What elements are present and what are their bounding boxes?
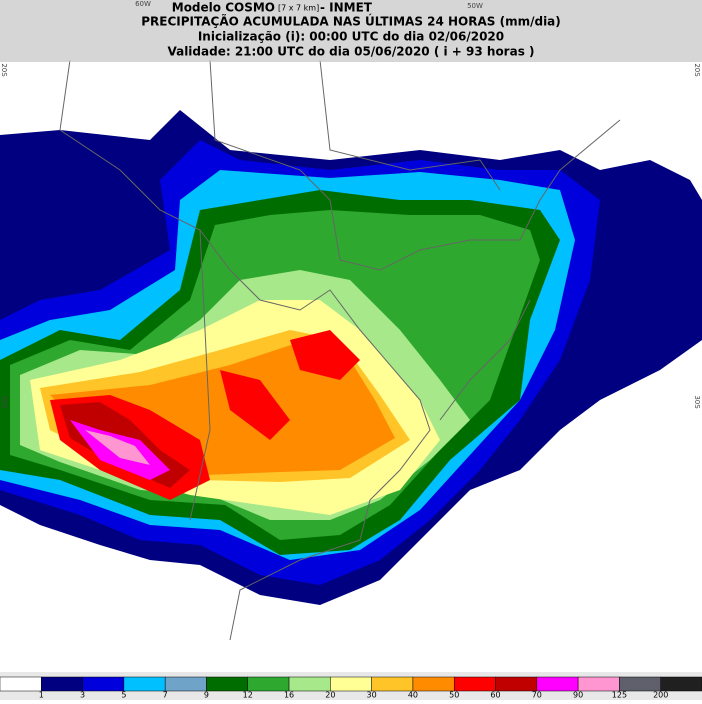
colorbar-swatch — [619, 676, 661, 692]
header-resolution: [7 x 7 km] — [278, 4, 319, 13]
header-valid: Validade: 21:00 UTC do dia 05/06/2020 ( … — [167, 45, 534, 59]
colorbar-tick-label: 3 — [80, 691, 85, 700]
borders — [59, 59, 621, 641]
lat-label: 20S — [0, 63, 8, 77]
colorbar-swatch — [164, 676, 207, 692]
colorbar-tick-label: 60 — [490, 691, 500, 700]
colorbar-tick-label: 50 — [449, 691, 459, 700]
colorbar-tick-label: 70 — [532, 691, 542, 700]
colorbar-swatch — [453, 676, 496, 692]
colorbar-tick-label: 16 — [284, 691, 294, 700]
lat-label: 20S — [693, 63, 701, 77]
colorbar-swatch — [412, 676, 455, 692]
colorbar-swatch — [0, 676, 42, 692]
colorbar-swatch — [206, 676, 249, 692]
colorbar-tick-label: 125 — [612, 691, 627, 700]
lat-label: 30S — [0, 395, 8, 409]
colorbar-swatch — [330, 676, 372, 692]
header-source: - INMET — [320, 1, 373, 15]
colorbar-swatch — [247, 676, 290, 692]
colorbar-tick-label: 20 — [325, 691, 335, 700]
lon-label: 60W — [135, 0, 151, 8]
header-init: Inicialização (i): 00:00 UTC do dia 02/0… — [198, 30, 504, 44]
colorbar-swatch — [41, 676, 83, 692]
colorbar-tick-label: 1 — [39, 691, 44, 700]
colorbar-swatch — [536, 676, 579, 692]
colorbar-swatch — [577, 676, 620, 692]
lat-label: 30S — [693, 395, 701, 409]
header-title: Modelo COSMO — [172, 1, 275, 15]
colorbar: 1 3 5 7 9 12 16 20 30 40 50 60 70 90 125 200 — [0, 672, 702, 700]
colorbar-swatch — [371, 676, 414, 692]
colorbar-swatch — [82, 676, 125, 692]
colorbar-tick-label: 40 — [408, 691, 418, 700]
colorbar-tick-label: 90 — [573, 691, 583, 700]
colorbar-tick-label: 30 — [367, 691, 377, 700]
colorbar-swatch — [123, 676, 166, 692]
colorbar-tick-label: 5 — [121, 691, 126, 700]
header-subtitle: PRECIPITAÇÃO ACUMULADA NAS ÚLTIMAS 24 HO… — [141, 14, 561, 29]
lon-label: 50W — [467, 2, 483, 10]
colorbar-tick-label: 9 — [204, 691, 209, 700]
colorbar-swatch — [660, 676, 702, 692]
colorbar-swatch — [495, 676, 538, 692]
colorbar-tick-label: 12 — [243, 691, 253, 700]
colorbar-tick-label: 7 — [163, 691, 168, 700]
colorbar-swatch — [288, 676, 331, 692]
colorbar-tick-label: 200 — [653, 691, 668, 700]
precipitation-field — [0, 110, 702, 605]
header-band — [0, 0, 702, 62]
